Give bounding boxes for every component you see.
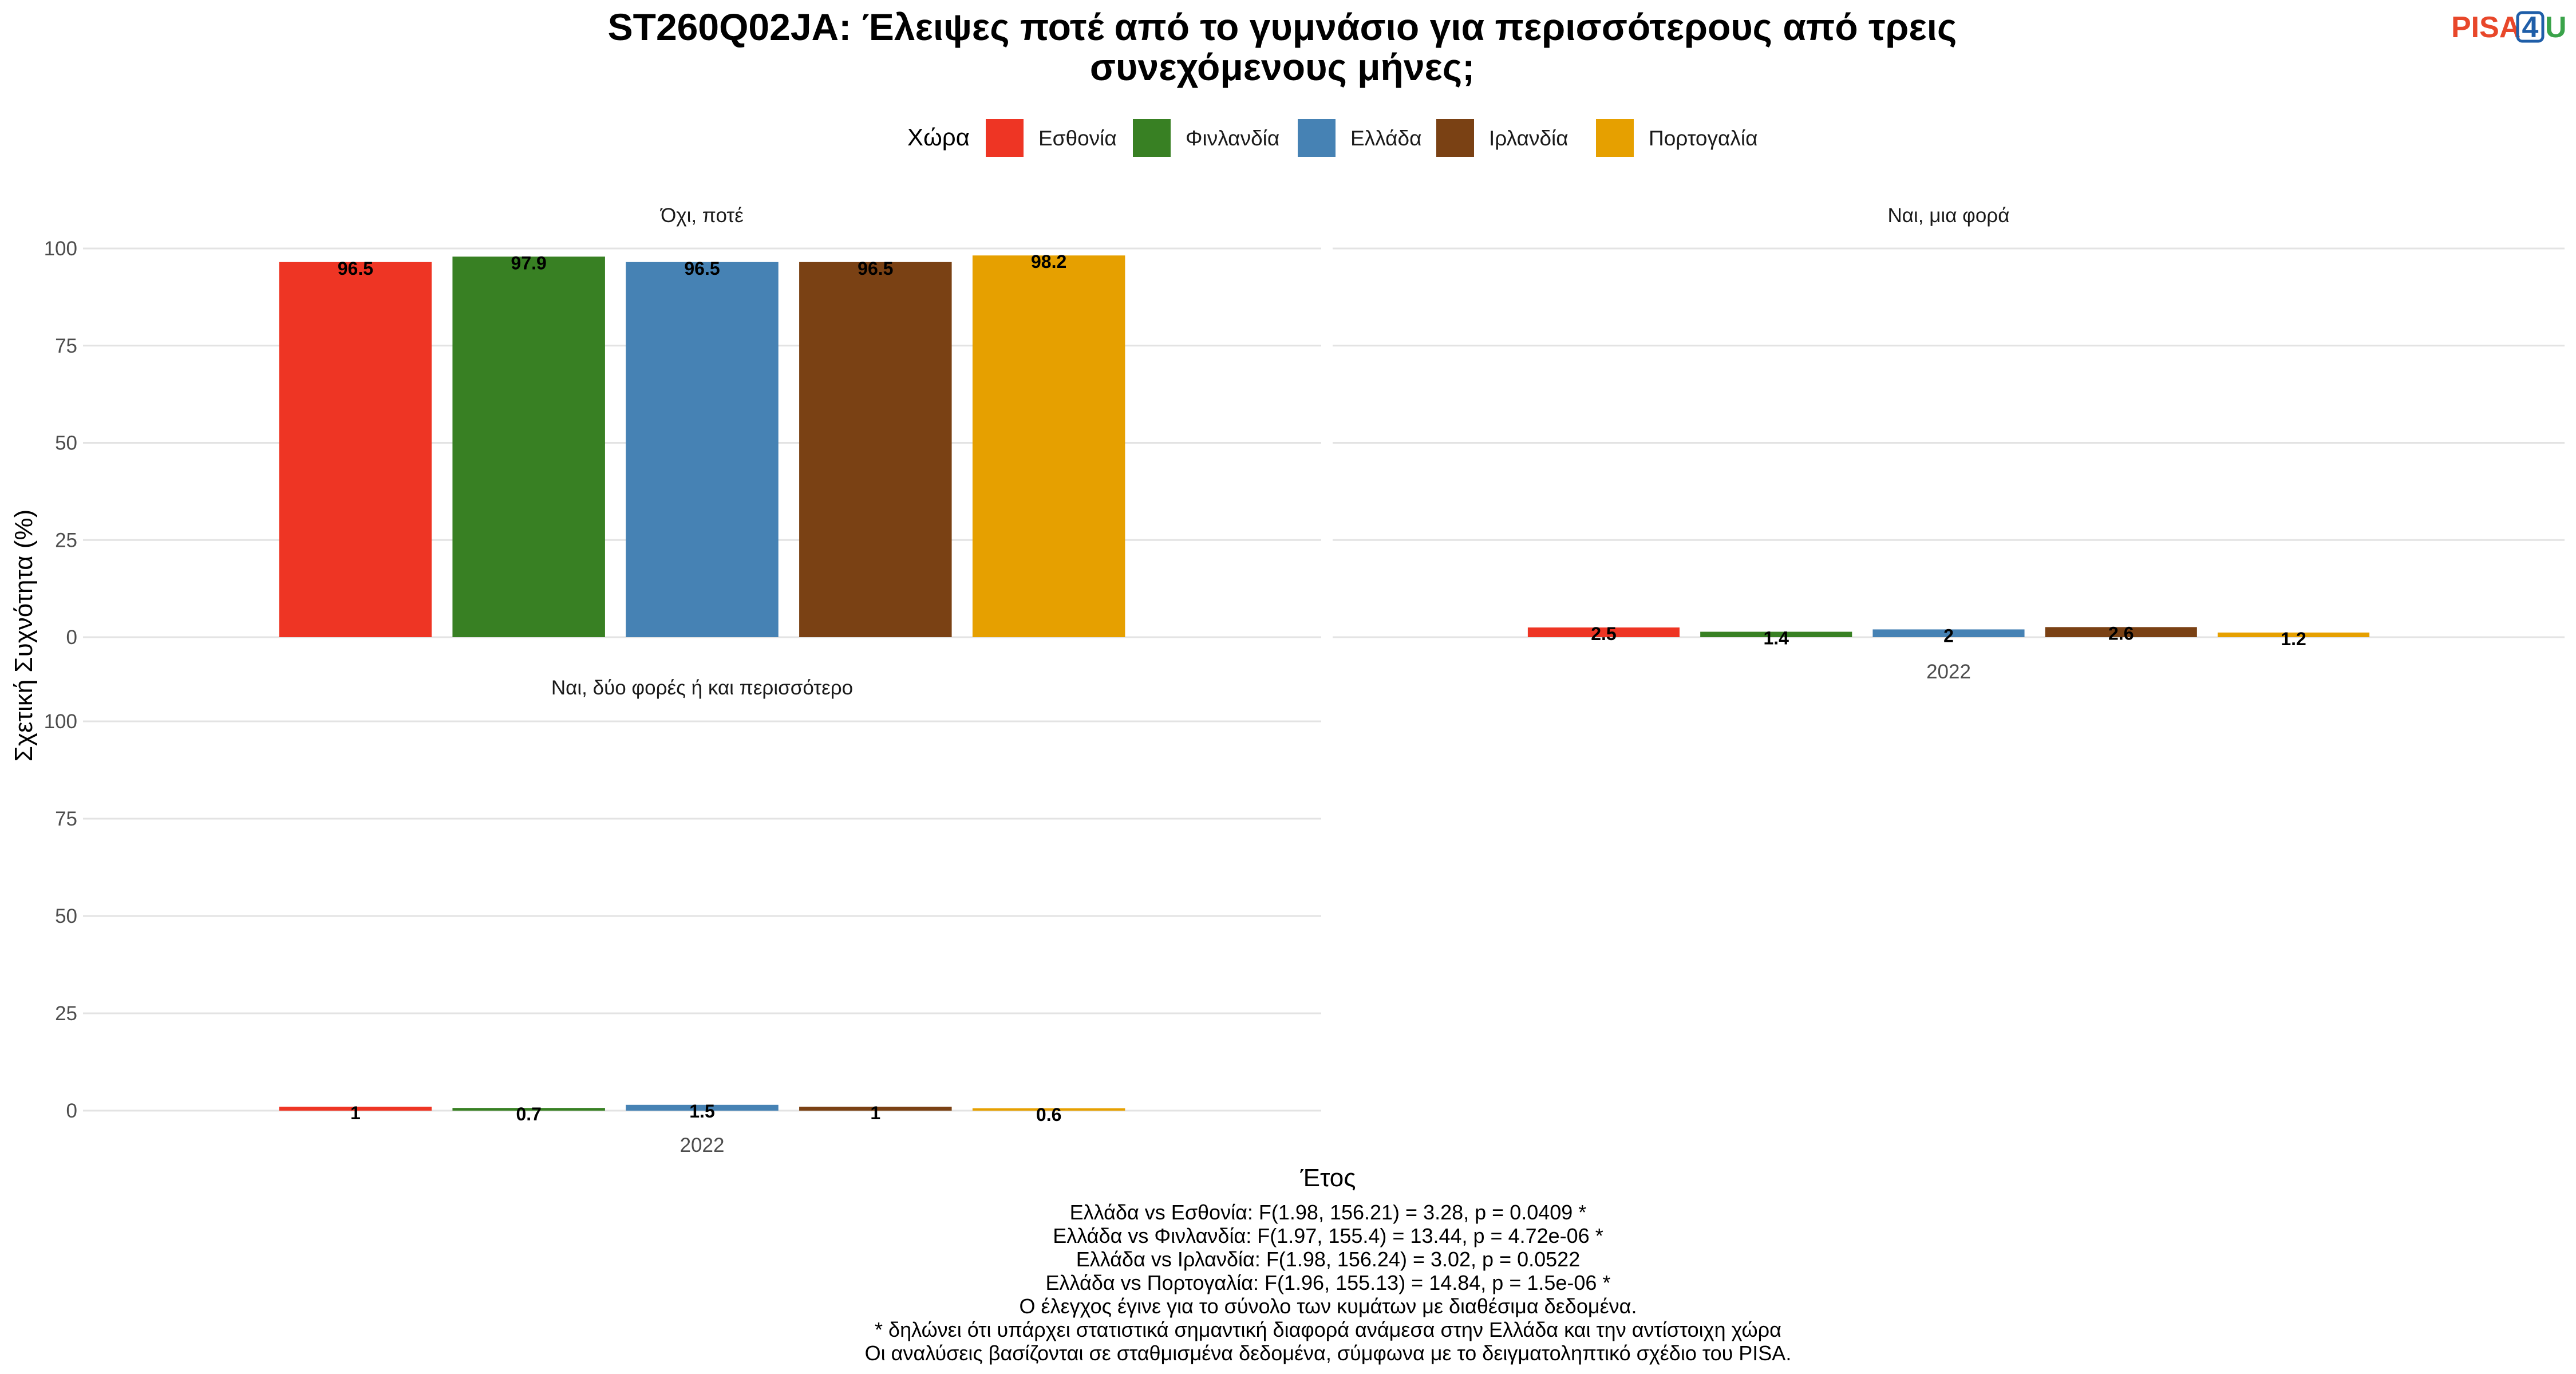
logo-text-pisa: PISA <box>2451 11 2520 44</box>
y-tick-label: 75 <box>55 335 77 357</box>
bar <box>972 255 1125 637</box>
legend-label: Πορτογαλία <box>1649 127 1758 150</box>
bar <box>279 262 432 637</box>
facet-strip-label: Ναι, δύο φορές ή και περισσότερο <box>551 677 853 699</box>
footnote-line: Ελλάδα vs Εσθονία: F(1.98, 156.21) = 3.2… <box>1070 1201 1587 1224</box>
logo-box <box>2516 11 2545 43</box>
bar-value-label: 96.5 <box>684 258 720 279</box>
bar <box>1527 627 1680 637</box>
facet-panel: 0 25 50 75 100 Όχι, ποτέ 96.5 97.9 96.5 96.5 98.2 <box>44 204 1321 649</box>
legend-swatch <box>1596 119 1634 157</box>
bar <box>452 1108 605 1111</box>
chart-title-line-1: ST260Q02JA: Έλειψες ποτέ από το γυμνάσιο… <box>608 6 1957 48</box>
chart-title-line-2: συνεχόμενους μήνες; <box>1090 46 1475 88</box>
bar-value-label: 1.5 <box>689 1101 714 1122</box>
x-tick-label: 2022 <box>1926 661 1971 683</box>
bar-value-label: 1.4 <box>1763 627 1789 648</box>
bar-value-label: 0.7 <box>516 1104 541 1124</box>
bar-value-label: 1 <box>350 1103 361 1123</box>
legend-swatch <box>1298 119 1336 157</box>
y-axis-title: Σχετική Συχνότητα (%) <box>10 510 38 762</box>
y-tick-label: 100 <box>44 710 77 733</box>
bar-value-label: 96.5 <box>338 258 373 279</box>
x-tick-label: 2022 <box>680 1134 725 1156</box>
bar-value-label: 1 <box>870 1103 880 1123</box>
legend-label: Φινλανδία <box>1186 127 1279 150</box>
legend-label: Ελλάδα <box>1350 127 1422 150</box>
y-tick-label: 25 <box>55 1002 77 1025</box>
footnote-line: Οι αναλύσεις βασίζονται σε σταθμισμένα δ… <box>865 1341 1792 1365</box>
facet-panels: 0 25 50 75 100 Όχι, ποτέ 96.5 97.9 96.5 96.5 98.2 Ν… <box>44 204 2565 1156</box>
bar-value-label: 97.9 <box>511 252 547 273</box>
x-axis-title: Έτος <box>1300 1164 1356 1192</box>
bar-value-label: 1.2 <box>2281 629 2306 649</box>
logo-text-4: 4 <box>2522 11 2539 44</box>
y-tick-label: 0 <box>66 626 77 649</box>
y-tick-label: 0 <box>66 1100 77 1122</box>
y-tick-label: 50 <box>55 432 77 455</box>
bar-value-label: 2 <box>1943 625 1954 646</box>
footnote-line: * δηλώνει ότι υπάρχει στατιστικά σημαντι… <box>875 1318 1781 1341</box>
logo-text-u: U <box>2545 11 2567 44</box>
facet-panel: Ναι, μια φορά 2.5 1.4 2 2.6 1.2 2022 <box>1333 204 2565 683</box>
pisa4u-logo: PISA 4 U <box>2451 11 2567 44</box>
legend: Χώρα Εσθονία Φινλανδία Ελλάδα Ιρλανδία Πορτο… <box>907 119 1758 157</box>
bar <box>2045 627 2197 637</box>
bar <box>799 262 952 637</box>
bar-value-label: 2.6 <box>2108 623 2134 643</box>
bar-value-label: 98.2 <box>1031 251 1066 272</box>
bar <box>972 1108 1125 1111</box>
bar <box>1872 629 2025 637</box>
bar <box>626 1104 779 1111</box>
legend-label: Εσθονία <box>1038 127 1117 150</box>
facet-strip-label: Όχι, ποτέ <box>659 204 744 227</box>
legend-swatch <box>1436 119 1474 157</box>
facet-strip-label: Ναι, μια φορά <box>1888 204 2010 227</box>
y-tick-label: 100 <box>44 238 77 260</box>
bar-value-label: 2.5 <box>1591 623 1616 644</box>
footnote-line: Ελλάδα vs Φινλανδία: F(1.97, 155.4) = 13… <box>1053 1224 1603 1247</box>
bar <box>1700 631 1852 637</box>
facet-panel: 0 25 50 75 100 Ναι, δύο φορές ή και περισσότε… <box>44 677 1321 1156</box>
y-tick-label: 50 <box>55 905 77 927</box>
footnote-line: Ελλάδα vs Ιρλανδία: F(1.98, 156.24) = 3.… <box>1076 1247 1580 1271</box>
bar <box>279 1107 432 1111</box>
bar <box>799 1107 952 1111</box>
footnotes: Ελλάδα vs Εσθονία: F(1.98, 156.21) = 3.2… <box>865 1201 1792 1365</box>
legend-swatch <box>1133 119 1171 157</box>
bar <box>452 256 605 637</box>
legend-swatch <box>986 119 1024 157</box>
legend-label: Ιρλανδία <box>1489 127 1568 150</box>
y-tick-label: 75 <box>55 808 77 830</box>
bar <box>2217 632 2370 637</box>
bar-value-label: 96.5 <box>858 258 893 279</box>
footnote-line: Ο έλεγχος έγινε για το σύνολο των κυμάτω… <box>1020 1294 1637 1318</box>
bar <box>626 262 779 637</box>
footnote-line: Ελλάδα vs Πορτογαλία: F(1.96, 155.13) = … <box>1046 1271 1611 1294</box>
y-tick-label: 25 <box>55 529 77 551</box>
legend-title: Χώρα <box>907 124 970 151</box>
bar-value-label: 0.6 <box>1036 1104 1061 1125</box>
